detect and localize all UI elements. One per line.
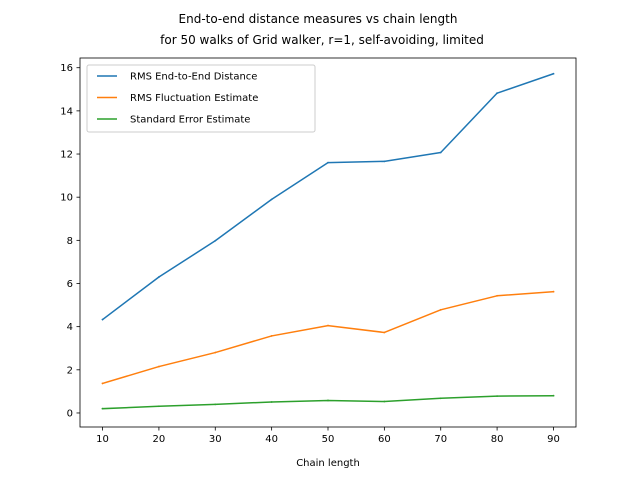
- x-tick-label: 20: [153, 434, 166, 445]
- x-tick-label: 80: [491, 434, 504, 445]
- legend-entry-label: RMS Fluctuation Estimate: [130, 93, 258, 104]
- x-tick-label: 10: [96, 434, 109, 445]
- legend-box: [86, 64, 316, 133]
- data-point: [383, 160, 386, 163]
- x-tick-label: 60: [378, 434, 391, 445]
- data-point: [439, 151, 442, 154]
- chart-title-line2: for 50 walks of Grid walker, r=1, self-a…: [160, 33, 484, 47]
- data-point: [214, 351, 217, 354]
- data-point: [158, 365, 160, 368]
- data-point: [439, 308, 442, 311]
- chart-title-line1: End-to-end distance measures vs chain le…: [179, 12, 458, 26]
- series-line-3: [101, 394, 555, 410]
- y-tick-label: 16: [60, 63, 73, 74]
- data-point: [383, 400, 386, 403]
- data-point: [439, 397, 442, 400]
- x-axis-label: Chain length: [296, 458, 360, 469]
- data-point: [214, 239, 217, 242]
- data-point: [552, 290, 555, 293]
- data-point: [101, 382, 104, 385]
- x-tick-label: 30: [209, 434, 222, 445]
- x-tick-label: 50: [322, 434, 335, 445]
- y-tick-label: 12: [60, 150, 73, 161]
- y-tick-label: 4: [67, 322, 73, 333]
- series-line-2: [101, 290, 555, 385]
- plot-area: [101, 72, 555, 410]
- y-tick-label: 2: [67, 365, 73, 376]
- data-point: [101, 318, 104, 321]
- y-tick-label: 14: [60, 106, 73, 117]
- data-point: [158, 276, 160, 278]
- data-point: [383, 331, 386, 334]
- data-point: [496, 294, 498, 297]
- data-point: [270, 401, 273, 403]
- data-point: [327, 324, 329, 327]
- x-tick-label: 40: [265, 434, 278, 445]
- legend-entry-label: Standard Error Estimate: [130, 115, 250, 126]
- legend-entry-label: RMS End-to-End Distance: [130, 72, 257, 83]
- legend: RMS End-to-End Distance RMS Fluctuation E…: [86, 64, 316, 133]
- data-point: [101, 407, 104, 410]
- data-point: [327, 399, 329, 402]
- data-point: [158, 405, 160, 408]
- y-tick-label: 6: [67, 279, 73, 290]
- x-tick-label: 70: [434, 434, 447, 445]
- data-point: [270, 198, 273, 201]
- data-point: [270, 335, 273, 337]
- y-tick-label: 0: [67, 408, 73, 419]
- data-point: [552, 394, 555, 397]
- data-point: [496, 395, 498, 398]
- data-point: [552, 72, 555, 75]
- data-point: [327, 161, 329, 164]
- data-point: [214, 403, 217, 406]
- x-tick-label: 90: [547, 434, 560, 445]
- y-tick-label: 8: [67, 236, 73, 247]
- y-tick-label: 10: [60, 193, 73, 204]
- data-point: [496, 92, 498, 95]
